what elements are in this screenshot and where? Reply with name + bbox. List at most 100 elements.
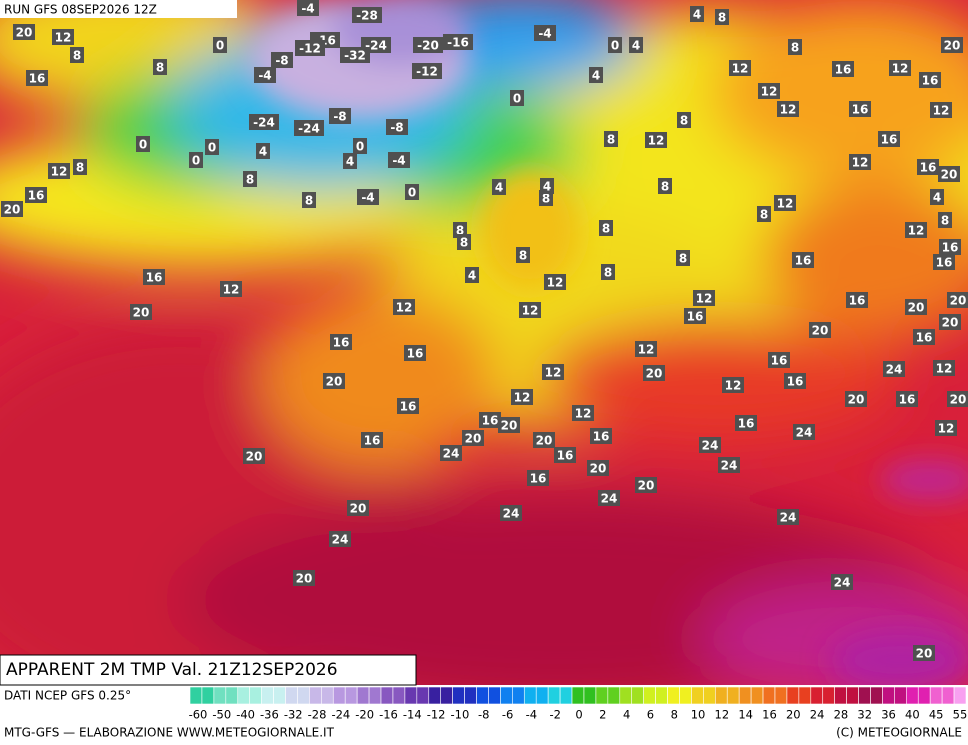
scale-label: -14 xyxy=(403,708,422,722)
scale-label: -36 xyxy=(260,708,279,722)
scale-swatch xyxy=(691,686,704,705)
scale-swatch xyxy=(703,686,716,705)
contour-label-box xyxy=(768,352,790,368)
contour-label-box xyxy=(386,119,408,135)
scale-swatch xyxy=(571,686,585,705)
contour-label-box xyxy=(479,412,501,428)
contour-label-box xyxy=(329,108,351,124)
contour-label: -24 xyxy=(365,39,387,53)
scale-swatch xyxy=(929,686,943,705)
contour-label: 12 xyxy=(725,379,742,393)
contour-label-box xyxy=(256,143,270,159)
contour-label: 12 xyxy=(638,343,655,357)
contour-label: 16 xyxy=(795,254,812,268)
contour-label-box xyxy=(792,252,814,268)
temperature-field xyxy=(0,0,968,685)
contour-label: 20 xyxy=(246,450,263,464)
contour-label: 8 xyxy=(760,208,768,222)
contour-label: -4 xyxy=(258,69,271,83)
contour-label-box xyxy=(519,302,541,318)
contour-label-box xyxy=(295,40,325,56)
contour-label-box xyxy=(330,334,352,350)
contour-label-box xyxy=(729,60,751,76)
contour-label: 16 xyxy=(835,63,852,77)
scale-label: -4 xyxy=(526,708,537,722)
scale-swatch xyxy=(810,686,824,705)
contour-label-box xyxy=(793,424,815,440)
contour-label: 20 xyxy=(916,647,933,661)
contour-label-box xyxy=(832,61,854,77)
contour-label-box xyxy=(143,269,165,285)
contour-label-box xyxy=(26,70,48,86)
contour-label-box xyxy=(599,220,613,236)
scale-label: 32 xyxy=(857,708,872,722)
contour-label-box xyxy=(604,131,618,147)
contour-label: 8 xyxy=(661,180,669,194)
scale-label: -32 xyxy=(284,708,303,722)
contour-label: 16 xyxy=(407,347,424,361)
contour-label-box xyxy=(443,34,473,50)
contour-label: 8 xyxy=(156,61,164,75)
contour-label-box xyxy=(896,391,918,407)
contour-label: 12 xyxy=(777,197,794,211)
contour-label-box xyxy=(684,308,706,324)
contour-label: 16 xyxy=(922,74,939,88)
contour-label: 12 xyxy=(780,103,797,117)
scale-label: -10 xyxy=(451,708,470,722)
contour-label-box xyxy=(329,531,351,547)
contour-label-box xyxy=(658,178,672,194)
contour-label-box xyxy=(645,132,667,148)
contour-label-box xyxy=(601,264,615,280)
contour-label-box xyxy=(352,7,382,23)
scale-label: 6 xyxy=(647,708,654,722)
contour-label-box xyxy=(73,159,87,175)
contour-label-box xyxy=(462,430,484,446)
contour-label: 16 xyxy=(364,434,381,448)
contour-label-box xyxy=(587,460,609,476)
contour-label: 4 xyxy=(259,145,267,159)
scale-swatch xyxy=(583,686,597,705)
contour-label: 16 xyxy=(482,414,499,428)
contour-label: 8 xyxy=(680,114,688,128)
contour-label-box xyxy=(70,47,84,63)
contour-label: 4 xyxy=(693,8,701,22)
contour-label: 12 xyxy=(936,362,953,376)
contour-label: 8 xyxy=(941,214,949,228)
scale-label: 10 xyxy=(691,708,706,722)
contour-label: 12 xyxy=(51,165,68,179)
contour-label: 8 xyxy=(460,236,468,250)
contour-label: 0 xyxy=(611,39,619,53)
scale-swatch xyxy=(452,686,465,705)
contour-label: 8 xyxy=(542,192,550,206)
contour-label: 24 xyxy=(702,439,719,453)
scale-swatch xyxy=(774,686,788,705)
contour-label-box xyxy=(676,250,690,266)
contour-label: -16 xyxy=(447,36,469,50)
scale-swatch xyxy=(213,686,227,705)
contour-label: 20 xyxy=(590,462,607,476)
contour-label-box xyxy=(883,361,905,377)
contour-label: -24 xyxy=(298,122,320,136)
contour-label-box xyxy=(534,25,556,41)
scale-swatch xyxy=(750,686,764,705)
contour-label-box xyxy=(340,47,370,63)
contour-label-box xyxy=(213,37,227,53)
contour-label: -4 xyxy=(301,2,314,16)
scale-swatch xyxy=(237,686,250,705)
contour-label-box xyxy=(757,206,771,222)
contour-label-box xyxy=(533,432,555,448)
scale-label: -8 xyxy=(478,708,489,722)
contour-label: 12 xyxy=(396,301,413,315)
scale-swatch xyxy=(476,686,489,705)
contour-label-box xyxy=(938,166,960,182)
contour-label-box xyxy=(498,417,520,433)
contour-label: 24 xyxy=(834,576,851,590)
contour-label-box xyxy=(343,153,357,169)
contour-label: -8 xyxy=(390,121,403,135)
scale-label: 45 xyxy=(929,708,944,722)
contour-label-box xyxy=(323,373,345,389)
scale-swatch xyxy=(834,686,847,705)
contour-label-box xyxy=(249,114,279,130)
scale-swatch xyxy=(428,686,442,705)
contour-label-box xyxy=(846,292,868,308)
